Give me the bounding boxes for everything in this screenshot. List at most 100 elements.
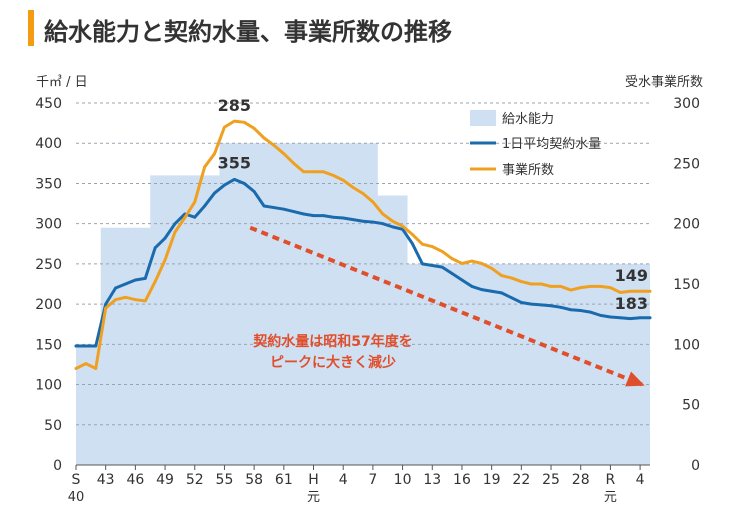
contract-volume-point bbox=[74, 344, 78, 348]
establishments-point bbox=[104, 306, 108, 310]
contract-volume-point bbox=[480, 288, 484, 292]
establishments-point bbox=[579, 286, 583, 290]
establishments-point bbox=[559, 285, 563, 288]
contract-volume-point bbox=[124, 282, 127, 286]
establishments-point bbox=[351, 186, 355, 189]
left-axis-tick-label: 200 bbox=[35, 297, 62, 313]
x-axis-tick-label: 58 bbox=[245, 472, 263, 488]
contract-volume-point bbox=[579, 309, 583, 312]
legend-label: 1日平均契約水量 bbox=[502, 137, 601, 152]
contract-volume-point bbox=[252, 190, 256, 193]
contract-volume-point bbox=[519, 301, 523, 304]
legend-label: 給水能力 bbox=[502, 112, 554, 127]
establishments-point bbox=[539, 282, 543, 286]
establishments-point bbox=[519, 280, 523, 283]
establishments-point bbox=[193, 200, 197, 204]
contract-volume-point bbox=[589, 310, 593, 314]
right-axis-unit-label: 受水事業所数 bbox=[625, 74, 703, 90]
right-axis-tick-label: 250 bbox=[673, 156, 700, 172]
right-axis-tick-label: 150 bbox=[673, 277, 700, 293]
x-axis-tick-label: 4 bbox=[636, 472, 645, 488]
establishments-point bbox=[124, 295, 127, 299]
contract-volume-point bbox=[549, 304, 553, 308]
establishments-point bbox=[322, 170, 325, 174]
establishments-point bbox=[292, 161, 296, 165]
contract-volume-point bbox=[193, 215, 197, 219]
establishments-point bbox=[242, 120, 246, 124]
establishments-point bbox=[589, 285, 593, 288]
x-axis-tick-label: 4 bbox=[339, 472, 348, 488]
left-axis-ticks: 0 50 100 150 200 250 300 350 400 450 bbox=[35, 96, 62, 474]
establishments-point bbox=[133, 298, 137, 302]
left-axis-tick-label: 300 bbox=[35, 217, 62, 233]
establishments-point bbox=[203, 165, 207, 169]
contract-volume-point bbox=[84, 344, 88, 348]
establishments-point bbox=[312, 170, 315, 174]
contract-volume-point bbox=[460, 278, 464, 282]
establishments-point bbox=[74, 367, 78, 370]
data-labels: 285 355 149 183 bbox=[218, 96, 648, 313]
x-axis-tick-label: 43 bbox=[97, 472, 115, 488]
contract-volume-point bbox=[609, 315, 612, 319]
establishments-point bbox=[420, 242, 424, 246]
x-axis-tick-label: 25 bbox=[542, 472, 560, 488]
x-axis-tick-label: R bbox=[606, 472, 616, 488]
establishments-point bbox=[569, 288, 573, 292]
x-axis-tick-label: 10 bbox=[394, 472, 412, 488]
page-title: 給水能力と契約水量、事業所数の推移 bbox=[44, 18, 452, 46]
contract-volume-point bbox=[638, 316, 642, 320]
establishments-point bbox=[183, 216, 187, 220]
contract-volume-point bbox=[420, 262, 424, 266]
x-axis-tick-label: S bbox=[72, 472, 81, 488]
x-axis-tick-label: H bbox=[308, 472, 319, 488]
establishments-point bbox=[223, 125, 226, 129]
left-axis-tick-label: 50 bbox=[44, 418, 62, 434]
establishments-point bbox=[262, 136, 266, 140]
establishments-point bbox=[460, 262, 464, 265]
x-axis-tick-label: 46 bbox=[126, 472, 144, 488]
establishments-point bbox=[94, 367, 98, 370]
establishments-point bbox=[490, 266, 494, 270]
left-axis-tick-label: 350 bbox=[35, 176, 62, 192]
establishments-point bbox=[440, 250, 444, 253]
annotation-text-line2: ピークに大きく減少 bbox=[270, 354, 396, 371]
data-label: 183 bbox=[615, 294, 648, 313]
establishments-point bbox=[371, 200, 375, 204]
data-label: 149 bbox=[615, 266, 648, 285]
establishments-point bbox=[114, 298, 117, 302]
establishments-point bbox=[529, 282, 533, 286]
contract-volume-point bbox=[539, 303, 543, 307]
x-axis-tick-label-sub: 元 bbox=[604, 490, 617, 505]
left-axis-tick-label: 0 bbox=[53, 458, 62, 474]
x-axis-tick-label: 22 bbox=[512, 472, 530, 488]
contract-volume-point bbox=[223, 183, 226, 187]
contract-volume-point bbox=[242, 182, 246, 185]
x-axis-tick-label: 7 bbox=[368, 472, 377, 488]
contract-volume-point bbox=[312, 214, 315, 218]
contract-volume-point bbox=[559, 305, 563, 309]
establishments-point bbox=[500, 274, 503, 277]
establishments-point bbox=[638, 289, 642, 293]
establishments-point bbox=[381, 212, 385, 216]
left-axis-unit-label: 千㎥ / 日 bbox=[36, 75, 88, 90]
contract-volume-point bbox=[500, 291, 503, 295]
x-axis-tick-label: 55 bbox=[216, 472, 234, 488]
right-axis-tick-label: 300 bbox=[673, 96, 700, 112]
establishments-point bbox=[470, 259, 474, 263]
contract-volume-point bbox=[262, 204, 266, 208]
establishments-point bbox=[648, 289, 652, 293]
supply-capacity-area-group bbox=[76, 143, 650, 465]
contract-volume-point bbox=[391, 225, 395, 229]
decline-arrow-head bbox=[625, 371, 645, 387]
right-axis-ticks: 0 50 100 150 200 250 300 bbox=[673, 96, 700, 474]
contract-volume-point bbox=[430, 264, 434, 267]
x-axis-tick-label: 28 bbox=[572, 472, 590, 488]
x-axis-tick-label: 61 bbox=[275, 472, 293, 488]
supply-capacity-area bbox=[76, 143, 650, 465]
establishments-point bbox=[232, 119, 236, 123]
right-axis-tick-label: 0 bbox=[691, 458, 700, 474]
establishments-point bbox=[153, 280, 157, 283]
x-axis-tick-label: 16 bbox=[453, 472, 471, 488]
x-axis-tick-label-sub: 40 bbox=[68, 490, 85, 505]
